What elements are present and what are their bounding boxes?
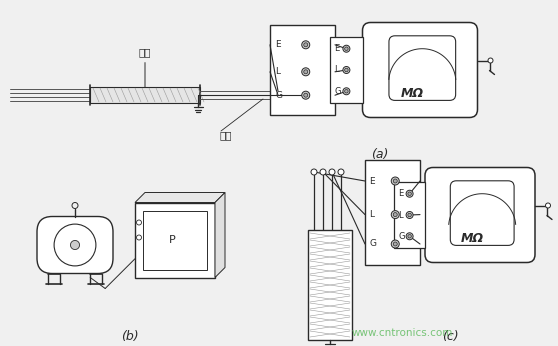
Circle shape xyxy=(338,169,344,175)
Text: L: L xyxy=(334,65,339,74)
Text: G: G xyxy=(398,232,405,241)
Circle shape xyxy=(137,220,142,225)
Bar xyxy=(135,202,215,277)
Circle shape xyxy=(343,45,350,52)
Bar xyxy=(308,230,352,340)
Circle shape xyxy=(304,93,308,97)
Text: G: G xyxy=(275,91,282,100)
FancyBboxPatch shape xyxy=(37,217,113,273)
Text: E: E xyxy=(334,44,340,53)
Circle shape xyxy=(304,70,308,74)
Circle shape xyxy=(302,41,310,49)
Circle shape xyxy=(54,224,96,266)
Text: E: E xyxy=(369,176,374,185)
FancyBboxPatch shape xyxy=(363,22,478,118)
Text: MΩ: MΩ xyxy=(461,233,484,245)
Circle shape xyxy=(345,47,348,51)
Text: 钢管: 钢管 xyxy=(139,47,151,87)
Bar xyxy=(270,25,335,115)
Circle shape xyxy=(408,213,411,217)
Text: P: P xyxy=(169,235,175,245)
Bar xyxy=(330,37,363,103)
Circle shape xyxy=(546,203,551,208)
Bar xyxy=(394,182,425,248)
Text: G: G xyxy=(369,239,376,248)
Circle shape xyxy=(391,240,400,248)
Circle shape xyxy=(488,58,493,63)
FancyBboxPatch shape xyxy=(425,167,535,263)
Circle shape xyxy=(408,235,411,238)
Circle shape xyxy=(329,169,335,175)
Circle shape xyxy=(304,43,308,47)
Text: L: L xyxy=(369,210,374,219)
Circle shape xyxy=(343,88,350,95)
Text: www.cntronics.com: www.cntronics.com xyxy=(351,328,453,338)
Circle shape xyxy=(302,91,310,99)
Circle shape xyxy=(393,179,397,183)
Circle shape xyxy=(345,90,348,93)
Text: L: L xyxy=(275,67,280,76)
Circle shape xyxy=(343,66,350,73)
Text: (c): (c) xyxy=(442,330,458,343)
Bar xyxy=(90,87,200,103)
Circle shape xyxy=(70,240,80,249)
Bar xyxy=(365,160,420,265)
FancyBboxPatch shape xyxy=(450,181,514,245)
Circle shape xyxy=(137,235,142,240)
Text: (b): (b) xyxy=(121,330,139,343)
FancyBboxPatch shape xyxy=(389,36,456,100)
Text: E: E xyxy=(398,189,403,198)
Circle shape xyxy=(391,211,400,219)
Text: G: G xyxy=(334,87,341,96)
Circle shape xyxy=(345,68,348,72)
Polygon shape xyxy=(215,192,225,277)
Circle shape xyxy=(406,211,413,219)
Text: (a): (a) xyxy=(371,148,389,161)
Text: 导线: 导线 xyxy=(220,130,232,140)
Circle shape xyxy=(311,169,317,175)
Circle shape xyxy=(320,169,326,175)
Circle shape xyxy=(408,192,411,195)
Circle shape xyxy=(406,233,413,240)
Circle shape xyxy=(393,212,397,217)
Circle shape xyxy=(302,68,310,76)
Bar xyxy=(143,210,207,270)
Circle shape xyxy=(393,242,397,246)
Text: L: L xyxy=(398,210,403,219)
Polygon shape xyxy=(135,192,225,202)
Text: E: E xyxy=(275,40,281,49)
Circle shape xyxy=(406,190,413,197)
Circle shape xyxy=(391,177,400,185)
Text: MΩ: MΩ xyxy=(401,88,424,100)
